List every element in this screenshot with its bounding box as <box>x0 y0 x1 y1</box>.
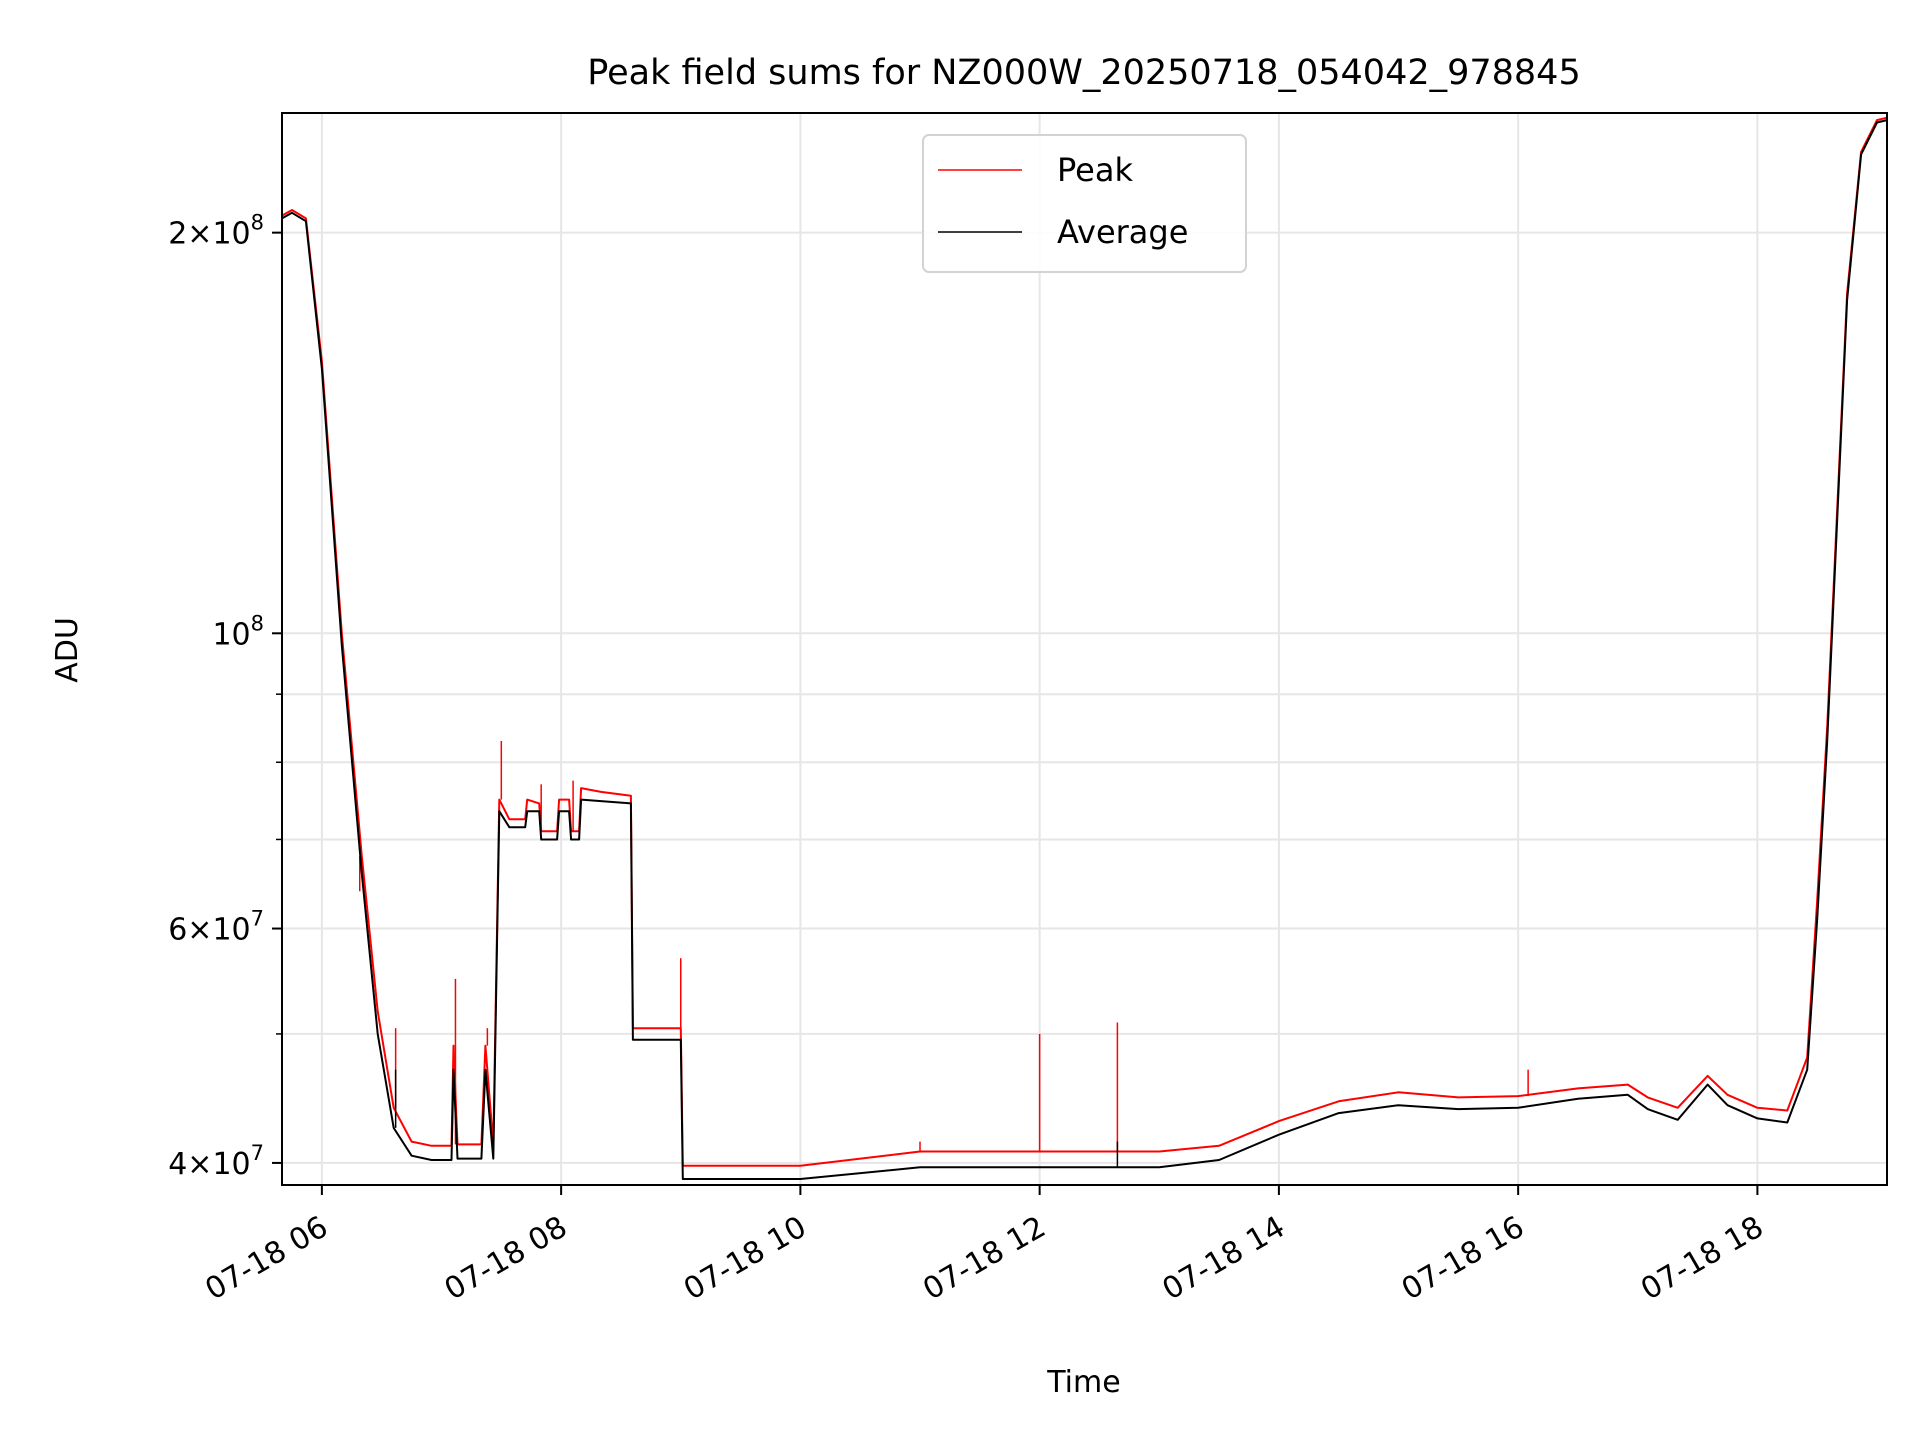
y-tick-label: 6×107 <box>168 907 264 948</box>
y-tick-label: 108 <box>212 611 264 652</box>
y-tick-base: 4 <box>168 1147 187 1182</box>
y-tick-exponent: 7 <box>251 1141 264 1165</box>
x-axis-label: Time <box>1046 1365 1120 1400</box>
plot-frame <box>281 112 1888 1186</box>
y-tick-times: × <box>187 217 212 252</box>
y-tick-exponent: 7 <box>251 907 264 931</box>
y-tick-ten: 10 <box>212 217 250 252</box>
chart-title: Peak field sums for NZ000W_20250718_0540… <box>587 53 1580 93</box>
y-tick-label: 2×108 <box>168 211 264 252</box>
y-tick-ten: 10 <box>212 913 250 948</box>
y-tick-base: 6 <box>168 913 187 948</box>
y-tick-exponent: 8 <box>251 611 264 635</box>
y-tick-ten: 10 <box>212 617 250 652</box>
y-tick-times: × <box>187 913 212 948</box>
series-layer <box>281 116 1888 1180</box>
y-tick-exponent: 8 <box>251 211 264 235</box>
legend: Peak Average <box>922 134 1247 273</box>
y-tick-ten: 10 <box>212 1147 250 1182</box>
legend-label-peak: Peak <box>1057 151 1133 189</box>
series-line-peak <box>281 116 1888 1167</box>
y-tick-base: 2 <box>168 217 187 252</box>
y-tick-label: 4×107 <box>168 1141 264 1182</box>
legend-label-average: Average <box>1057 213 1188 251</box>
series-line-average <box>281 119 1888 1180</box>
y-tick-times: × <box>187 1147 212 1182</box>
y-axis-label: ADU <box>50 617 85 683</box>
